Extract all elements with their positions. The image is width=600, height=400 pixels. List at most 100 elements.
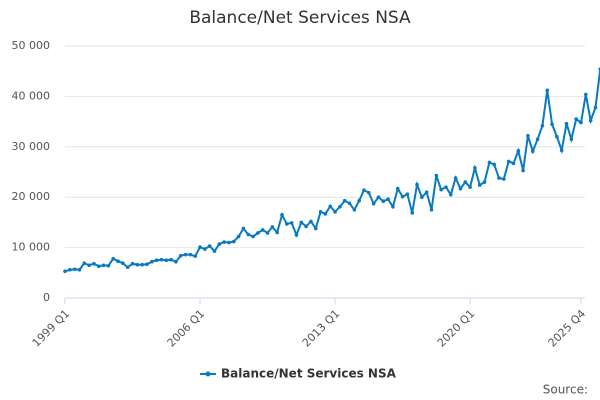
point <box>386 197 390 202</box>
point <box>535 137 540 142</box>
y-tick-label: 50 000 <box>12 39 51 52</box>
point <box>174 259 178 264</box>
point <box>188 252 193 257</box>
line <box>64 69 600 273</box>
point <box>347 201 352 206</box>
point <box>555 134 559 139</box>
point <box>540 123 545 128</box>
point <box>265 231 270 235</box>
point <box>313 226 318 231</box>
point <box>193 254 198 258</box>
point <box>473 166 477 170</box>
point <box>260 228 265 232</box>
point <box>424 190 429 194</box>
point <box>342 198 347 203</box>
point <box>101 263 106 268</box>
point <box>453 176 458 180</box>
point <box>256 231 260 235</box>
point <box>106 263 111 268</box>
x-tick-label: 2006 Q1 <box>165 307 208 350</box>
point <box>521 168 525 173</box>
point <box>492 162 496 167</box>
point <box>217 242 222 246</box>
point <box>183 252 188 257</box>
point <box>251 234 255 239</box>
point <box>212 249 217 253</box>
point <box>289 221 294 225</box>
point <box>82 261 87 266</box>
y-tick-label: 40 000 <box>12 89 51 102</box>
point <box>333 210 337 214</box>
point <box>410 211 415 215</box>
point <box>458 186 463 191</box>
point <box>559 148 564 153</box>
point <box>309 219 313 224</box>
point <box>178 253 183 258</box>
point <box>236 234 241 239</box>
x-tick-label: 1999 Q1 <box>30 307 73 350</box>
point <box>530 149 535 154</box>
point <box>304 224 308 229</box>
point <box>352 208 357 212</box>
point <box>584 92 588 97</box>
point <box>87 263 91 268</box>
point <box>502 177 506 181</box>
legend-label: Balance/Net Services NSA <box>221 367 397 381</box>
point <box>579 120 583 125</box>
point <box>593 105 598 110</box>
point <box>145 262 149 267</box>
y-tick-label: 30 000 <box>12 140 51 153</box>
point <box>477 183 482 187</box>
point <box>154 258 159 263</box>
point <box>130 261 135 266</box>
point <box>72 267 77 272</box>
point <box>140 262 144 267</box>
point <box>323 212 328 216</box>
point <box>395 186 400 191</box>
point <box>285 222 289 226</box>
point <box>275 230 279 235</box>
point <box>405 192 410 196</box>
point <box>116 259 120 264</box>
x-tick-label: 2020 Q1 <box>435 307 478 350</box>
point <box>574 117 578 121</box>
point <box>511 161 516 166</box>
point <box>429 208 434 212</box>
point <box>294 233 299 237</box>
point <box>550 122 554 126</box>
point <box>203 247 207 251</box>
point <box>381 199 386 204</box>
point <box>463 180 468 184</box>
y-tick-label: 10 000 <box>12 241 51 254</box>
point <box>415 182 419 187</box>
point <box>270 225 275 229</box>
point <box>135 262 140 267</box>
point <box>159 257 164 262</box>
point <box>434 173 439 178</box>
point <box>328 204 333 209</box>
point <box>468 185 472 189</box>
point <box>588 118 593 123</box>
point <box>526 133 530 138</box>
point <box>564 121 569 126</box>
point <box>357 198 361 203</box>
point <box>68 267 72 272</box>
point <box>227 240 231 245</box>
point <box>125 265 130 270</box>
point <box>198 245 202 249</box>
y-tick-label: 0 <box>43 291 50 304</box>
point <box>482 180 487 184</box>
point <box>497 176 501 180</box>
point <box>367 190 371 195</box>
point <box>391 204 395 209</box>
point <box>96 264 101 269</box>
point <box>169 257 173 262</box>
chart-title: Balance/Net Services NSA <box>189 8 411 28</box>
point <box>231 239 236 244</box>
point <box>569 137 574 142</box>
point <box>241 226 246 231</box>
point <box>400 194 405 199</box>
point <box>111 256 116 261</box>
point <box>63 269 67 274</box>
